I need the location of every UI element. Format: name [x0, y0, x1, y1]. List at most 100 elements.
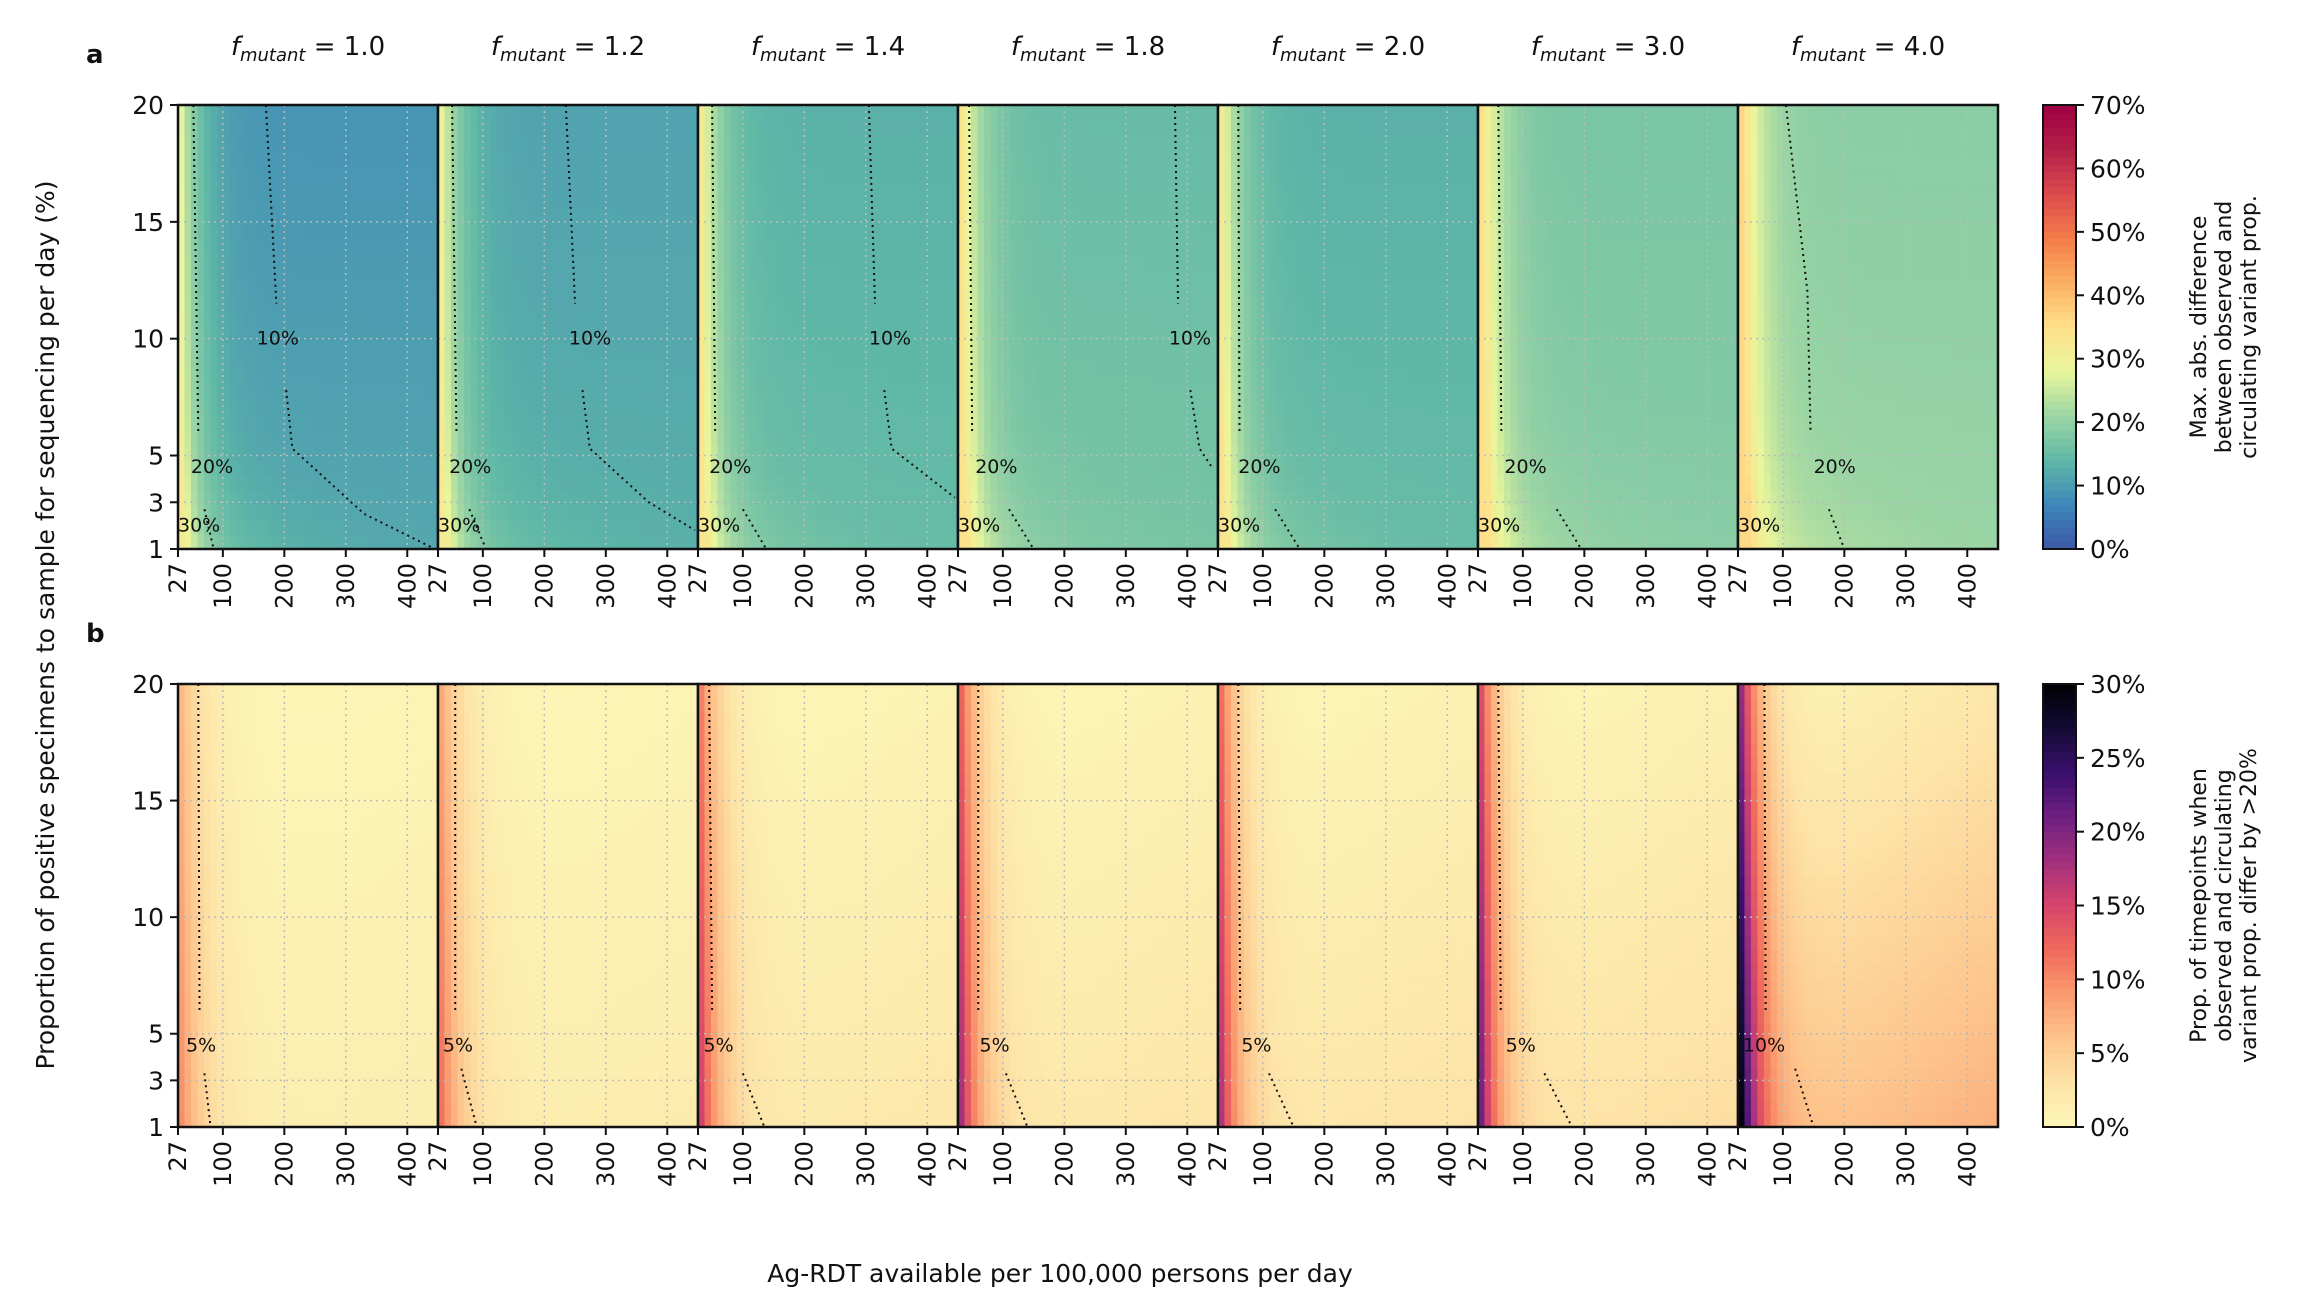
heatmap-cell [431, 179, 438, 195]
heatmap-cell [1153, 327, 1161, 343]
heatmap-cell [1101, 341, 1109, 358]
heatmap-cell [971, 415, 979, 432]
heatmap-cell [1036, 401, 1044, 417]
contour-label: 20% [975, 456, 1017, 478]
heatmap-cell [841, 415, 849, 432]
heatmap-cell [399, 208, 407, 224]
heatmap-cell [327, 179, 335, 195]
heatmap-cell [1101, 179, 1109, 195]
heatmap-cell [743, 475, 751, 491]
heatmap-cell [386, 253, 394, 269]
heatmap-cell [561, 401, 569, 417]
heatmap-cell [262, 312, 270, 328]
heatmap-cell [984, 238, 992, 254]
heatmap-cell [282, 475, 290, 491]
heatmap-cell [620, 341, 628, 358]
heatmap-cell [919, 327, 927, 343]
heatmap-cell [1146, 179, 1154, 195]
heatmap-cell [925, 475, 933, 491]
heatmap-cell [685, 134, 693, 150]
heatmap-cell [197, 223, 205, 239]
heatmap-cell [243, 327, 251, 343]
heatmap-cell [802, 534, 810, 549]
heatmap-cell [490, 371, 498, 387]
heatmap-cell [197, 475, 205, 491]
heatmap-cell [1049, 430, 1057, 446]
heatmap-cell [626, 460, 634, 476]
heatmap-cell [665, 297, 673, 313]
heatmap-cell [483, 475, 491, 491]
heatmap-cell [841, 460, 849, 476]
heatmap-cell [841, 297, 849, 313]
x-tick-label: 400 [653, 563, 681, 609]
heatmap-cell [548, 297, 556, 313]
heatmap-cell [906, 430, 914, 446]
heatmap-cell [1075, 356, 1083, 372]
heatmap-cell [1003, 105, 1011, 121]
heatmap-cell [685, 371, 693, 387]
heatmap-cell [210, 356, 218, 372]
heatmap-cell [444, 519, 452, 535]
heatmap-cell [893, 401, 901, 417]
heatmap-cell [672, 267, 680, 284]
heatmap-cell [730, 371, 738, 387]
heatmap-cell [275, 297, 283, 313]
heatmap-cell [828, 445, 836, 461]
heatmap-cell [386, 504, 394, 520]
heatmap-cell [1016, 267, 1024, 284]
heatmap-cell [763, 475, 771, 491]
heatmap-cell [353, 430, 361, 446]
heatmap-cell [334, 445, 342, 461]
heatmap-cell [945, 238, 953, 254]
heatmap-cell [867, 534, 875, 549]
heatmap-cell [945, 105, 953, 121]
heatmap-cell [652, 504, 660, 520]
heatmap-cell [919, 341, 927, 358]
heatmap-cell [496, 312, 504, 328]
heatmap-cell [782, 179, 790, 195]
heatmap-cell [444, 386, 452, 402]
heatmap-cell [503, 119, 511, 136]
heatmap-cell [1179, 105, 1187, 121]
heatmap-cell [880, 356, 888, 372]
heatmap-cell [574, 519, 582, 535]
heatmap-cell [893, 504, 901, 520]
heatmap-cell [893, 282, 901, 298]
heatmap-cell [626, 356, 634, 372]
heatmap-cell [587, 386, 595, 402]
heatmap-cell [490, 253, 498, 269]
y-tick-label: 10 [132, 325, 164, 354]
heatmap-cell [951, 253, 958, 269]
heatmap-cell [353, 460, 361, 476]
heatmap-cell [938, 119, 946, 136]
heatmap-cell [477, 504, 485, 520]
heatmap-cell [789, 267, 797, 284]
heatmap-cell [691, 164, 698, 180]
heatmap-cell [1055, 534, 1063, 549]
heatmap-cell [321, 356, 329, 372]
heatmap-cell [1198, 534, 1206, 549]
heatmap-cell [678, 401, 686, 417]
heatmap-cell [366, 460, 374, 476]
heatmap-cell [1198, 312, 1206, 328]
heatmap-cell [776, 119, 784, 136]
heatmap-cell [938, 371, 946, 387]
heatmap-cell [412, 282, 420, 298]
heatmap-cell [867, 327, 875, 343]
heatmap-cell [1218, 267, 1226, 284]
heatmap-cell [301, 164, 309, 180]
heatmap-cell [1081, 267, 1089, 284]
heatmap-cell [613, 504, 621, 520]
heatmap-cell [750, 238, 758, 254]
heatmap-cell [1140, 460, 1148, 476]
heatmap-cell [938, 475, 946, 491]
heatmap-cell [438, 208, 446, 224]
heatmap-cell [223, 386, 231, 402]
heatmap-cell [769, 386, 777, 402]
heatmap-cell [1049, 179, 1057, 195]
heatmap-cell [932, 430, 940, 446]
heatmap-cell [899, 371, 907, 387]
heatmap-cell [1185, 445, 1193, 461]
heatmap-cell [880, 267, 888, 284]
